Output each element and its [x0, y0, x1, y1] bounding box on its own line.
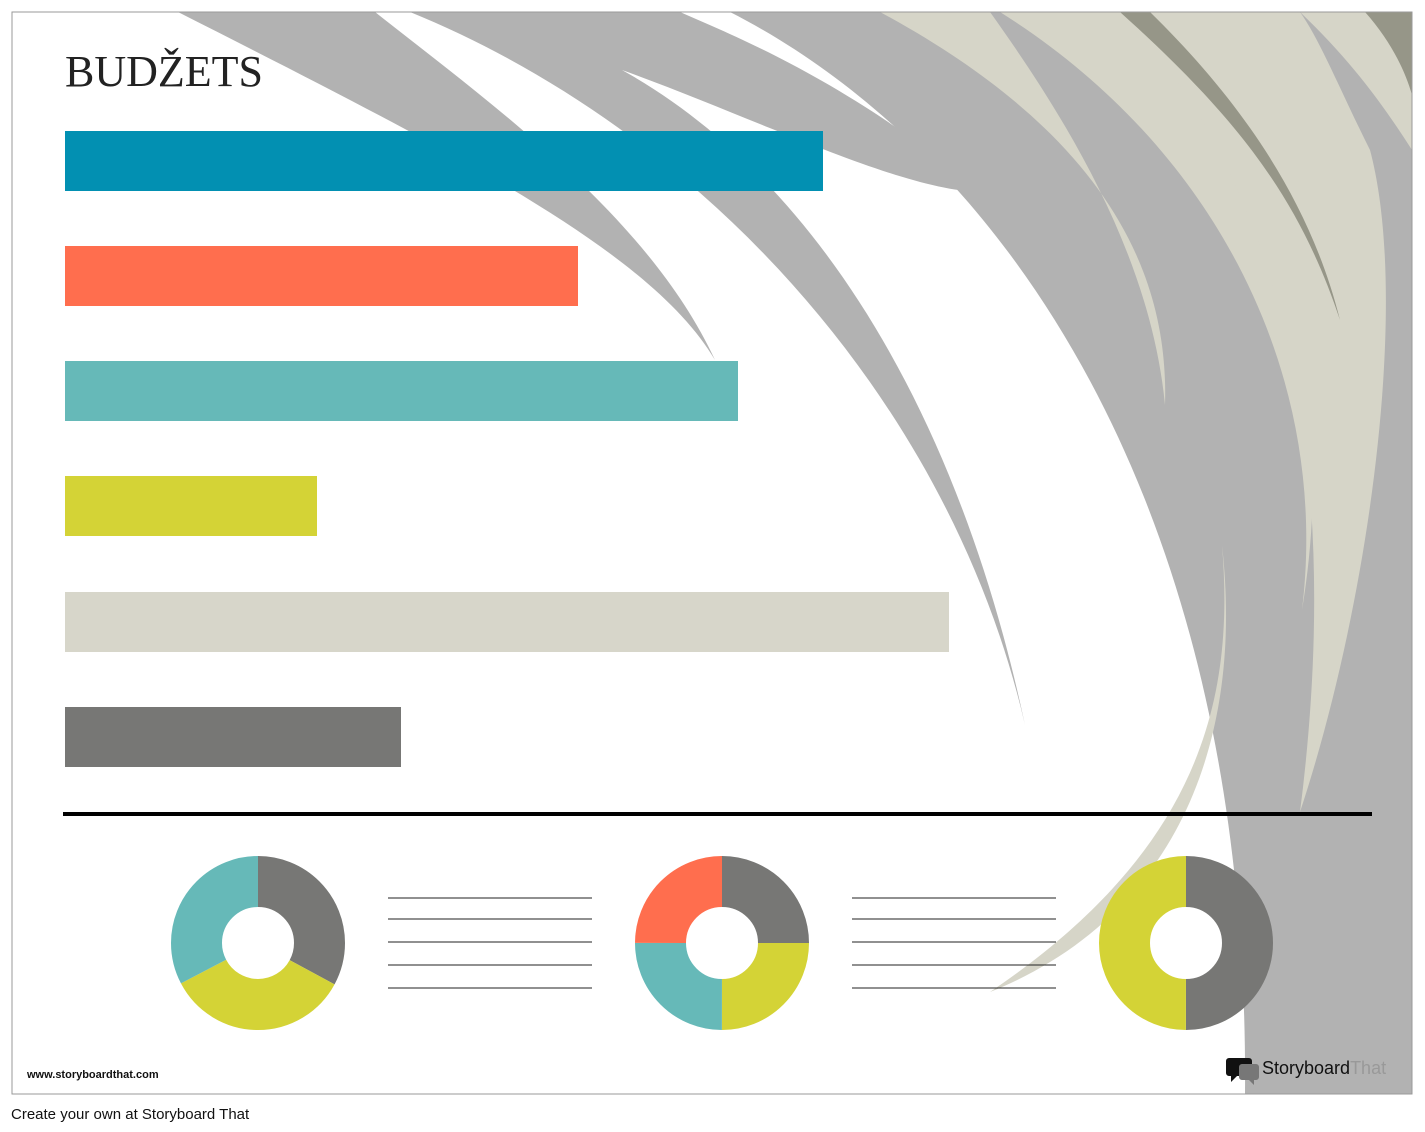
bar — [65, 707, 401, 767]
swoosh — [990, 545, 1227, 992]
bar — [65, 476, 317, 536]
swoosh — [730, 12, 1412, 1094]
donut — [1099, 856, 1273, 1030]
donut-slice — [171, 856, 345, 1030]
footer-url: www.storyboardthat.com — [26, 1069, 159, 1081]
bar — [65, 131, 823, 191]
bar — [65, 592, 949, 652]
swoosh — [1365, 12, 1412, 95]
logo-text: StoryboardThat — [1262, 1058, 1386, 1078]
donut — [171, 856, 345, 1030]
logo: StoryboardThat — [1226, 1058, 1386, 1085]
caption: Create your own at Storyboard That — [11, 1106, 250, 1123]
bar — [65, 361, 738, 421]
writing-lines — [388, 897, 1056, 989]
frame-border — [11, 11, 1413, 1095]
donut-slice — [635, 856, 809, 1030]
donut-slice — [635, 856, 809, 1030]
donut-slice — [635, 856, 809, 1030]
swoosh — [880, 12, 1166, 405]
logo-suffix: That — [1350, 1058, 1386, 1078]
bar — [65, 246, 578, 306]
donut-slice — [1099, 856, 1273, 1030]
title: BUDŽETS — [65, 47, 263, 96]
donut — [635, 856, 809, 1030]
logo-icon — [1239, 1064, 1259, 1085]
donut-slice — [171, 856, 345, 1030]
swoosh — [1120, 12, 1386, 812]
logo-brand: Storyboard — [1262, 1058, 1350, 1078]
swoosh — [178, 12, 715, 360]
swoosh — [1300, 12, 1412, 150]
